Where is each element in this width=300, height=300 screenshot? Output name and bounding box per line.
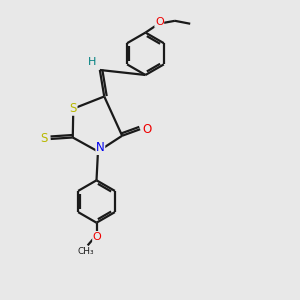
- Text: O: O: [155, 17, 164, 27]
- Text: H: H: [87, 57, 96, 67]
- Text: S: S: [40, 133, 48, 146]
- Text: O: O: [142, 123, 151, 136]
- Text: CH₃: CH₃: [78, 248, 94, 256]
- Text: N: N: [96, 141, 105, 154]
- Text: O: O: [93, 232, 101, 242]
- Text: S: S: [70, 102, 77, 115]
